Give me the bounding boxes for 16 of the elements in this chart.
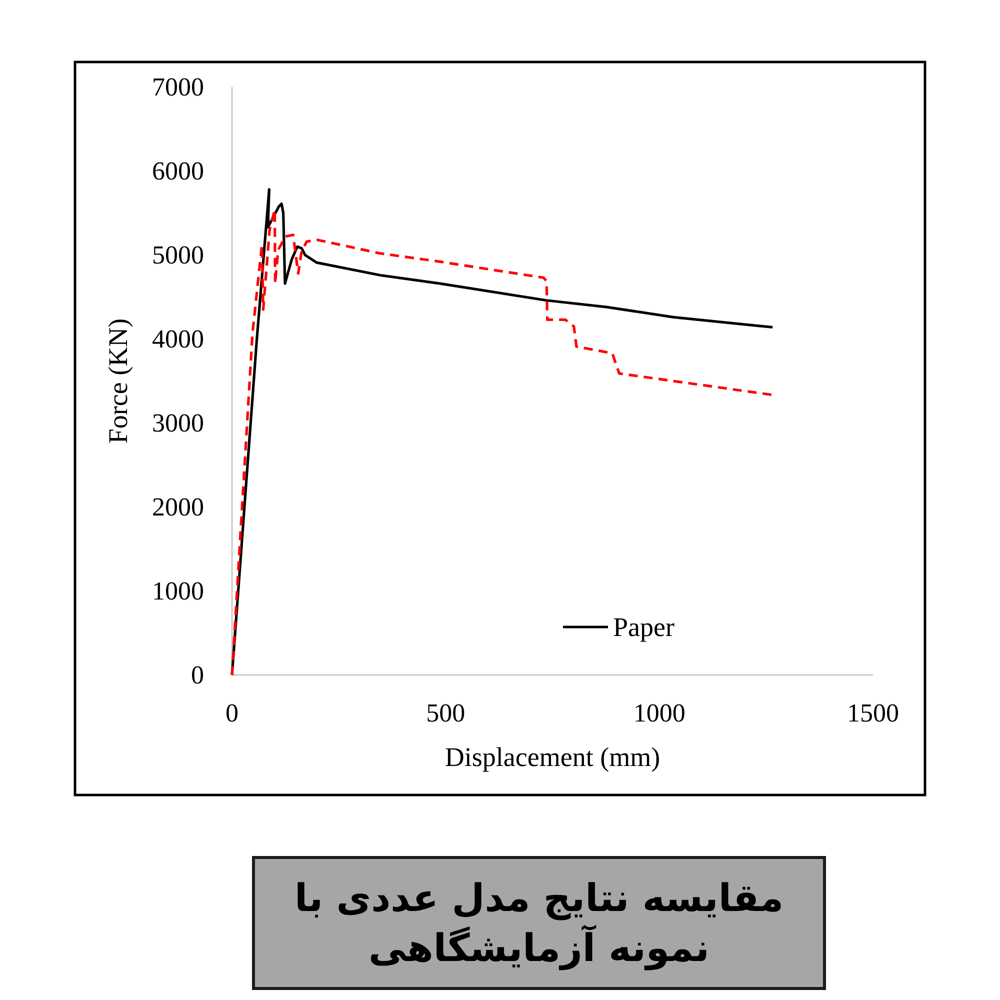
y-tick-label: 0 (191, 660, 204, 690)
x-axis-title: Displacement (mm) (444, 742, 660, 772)
x-tick-label: 1500 (847, 698, 899, 728)
x-tick-label: 0 (226, 698, 238, 728)
y-tick-label: 5000 (152, 240, 204, 270)
y-tick-label: 7000 (152, 72, 204, 102)
x-tick-label: 1000 (633, 698, 686, 728)
y-tick-label: 3000 (152, 408, 204, 438)
y-tick-label: 4000 (152, 324, 204, 354)
text: مقایسه نتایج مدل عددی با نمونه آزمایشگاهی (294, 875, 784, 972)
y-tick-label: 6000 (152, 156, 204, 186)
legend-label: Paper (613, 612, 674, 642)
y-axis-title: Force (KN) (103, 318, 133, 444)
y-tick-label: 2000 (152, 492, 204, 522)
y-tick-label: 1000 (152, 576, 204, 606)
x-tick-label: 500 (426, 698, 466, 728)
